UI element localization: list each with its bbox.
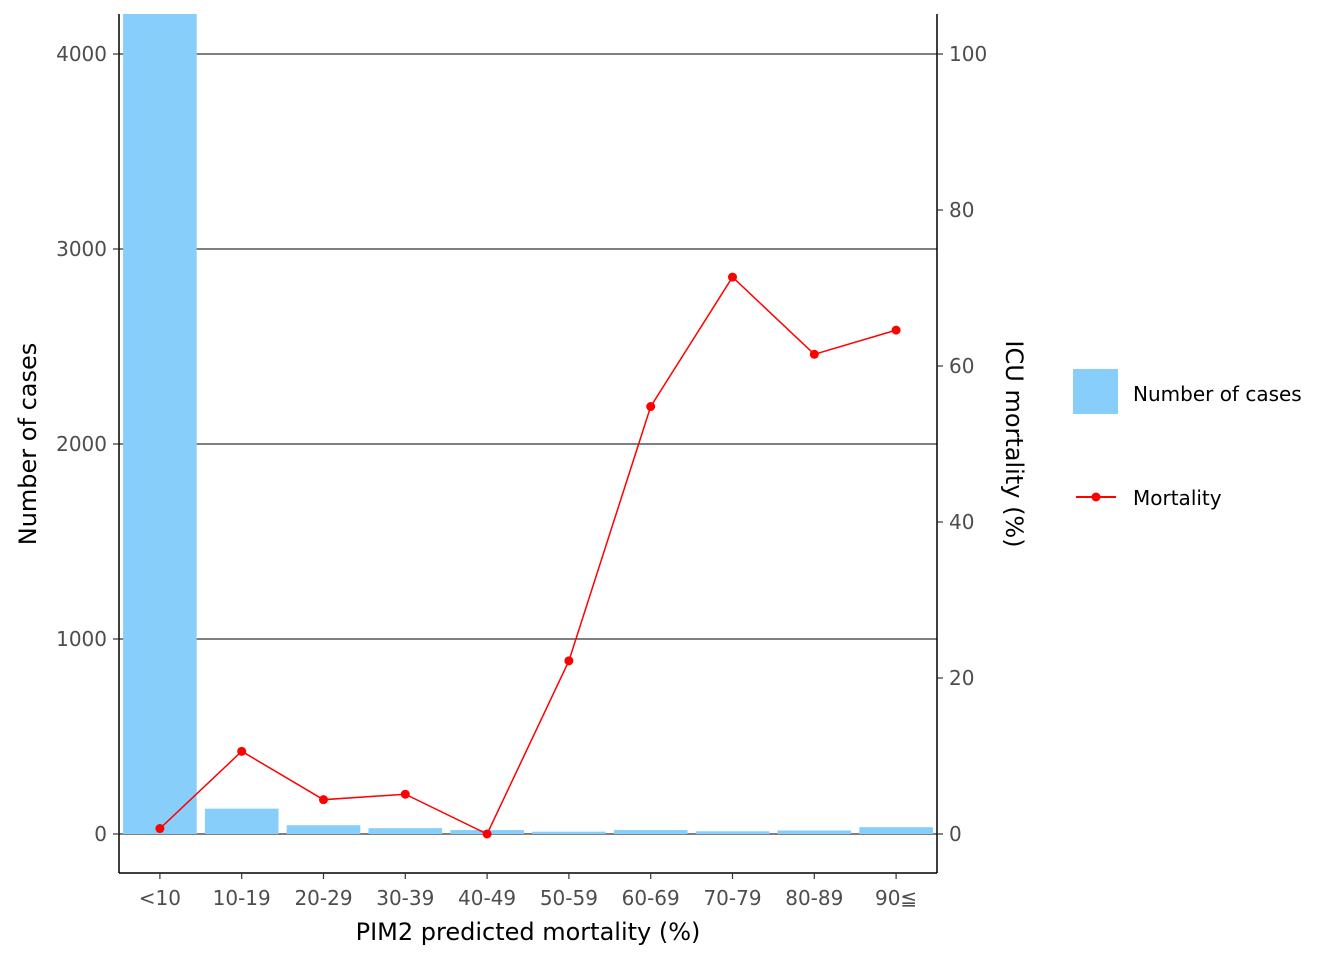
x-tick-label: 60-69 — [622, 886, 680, 910]
mortality-line — [159, 275, 897, 836]
x-tick-label: 70-79 — [703, 886, 761, 910]
bar — [613, 830, 688, 834]
x-tick-label: 80-89 — [785, 886, 843, 910]
y-tick-label: 2000 — [56, 432, 107, 456]
bar — [777, 830, 852, 834]
mortality-point — [237, 746, 247, 756]
y2-axis-title: ICU mortality (%) — [1000, 340, 1028, 547]
y2-tick-label: 20 — [949, 666, 974, 690]
x-tick-label: 10-19 — [213, 886, 271, 910]
bar — [859, 827, 933, 834]
x-tick-label: 40-49 — [458, 886, 516, 910]
left-axis-ticks: 0 1000 2000 3000 4000 — [56, 42, 119, 846]
right-axis-ticks: 0 20 40 60 80 100 — [937, 42, 987, 846]
bar-series — [123, 14, 933, 834]
bar — [286, 825, 361, 834]
mortality-point — [809, 349, 819, 359]
y-tick-label: 3000 — [56, 237, 107, 261]
y2-tick-label: 60 — [949, 354, 974, 378]
y2-tick-label: 0 — [949, 822, 962, 846]
bar — [204, 808, 279, 834]
bar — [368, 828, 443, 834]
x-tick-label: <10 — [139, 886, 181, 910]
legend-key-mortality-point — [1091, 492, 1101, 502]
bar — [695, 831, 770, 834]
bar — [123, 14, 197, 834]
x-tick-label: 90≦ — [875, 886, 917, 910]
legend: Number of cases Mortality — [1073, 369, 1302, 510]
y-tick-label: 1000 — [56, 627, 107, 651]
x-axis-ticks: <10 10-19 20-29 30-39 40-49 50-59 60-69 70-79 80… — [139, 873, 917, 910]
mortality-point — [646, 402, 656, 412]
mortality-point — [400, 789, 410, 799]
line-series — [155, 272, 901, 839]
mortality-point — [482, 829, 492, 839]
mortality-point — [728, 272, 737, 282]
x-tick-label: 20-29 — [294, 886, 352, 910]
y-axis-title: Number of cases — [14, 343, 42, 545]
y2-tick-label: 100 — [949, 42, 987, 66]
y2-tick-label: 80 — [949, 198, 974, 222]
legend-label-number-of-cases: Number of cases — [1133, 382, 1302, 406]
bar — [532, 831, 606, 834]
mortality-point — [891, 325, 901, 335]
y2-tick-label: 40 — [949, 510, 974, 534]
x-tick-label: 50-59 — [540, 886, 598, 910]
y-tick-label: 4000 — [56, 42, 107, 66]
legend-label-mortality: Mortality — [1133, 486, 1222, 510]
mortality-point — [564, 656, 574, 666]
gridlines — [119, 53, 937, 835]
y-tick-label: 0 — [94, 822, 107, 846]
mortality-point — [155, 824, 165, 834]
x-axis-title: PIM2 predicted mortality (%) — [356, 918, 701, 946]
x-tick-label: 30-39 — [376, 886, 434, 910]
mortality-point — [319, 795, 328, 805]
legend-key-number-of-cases — [1073, 369, 1118, 414]
